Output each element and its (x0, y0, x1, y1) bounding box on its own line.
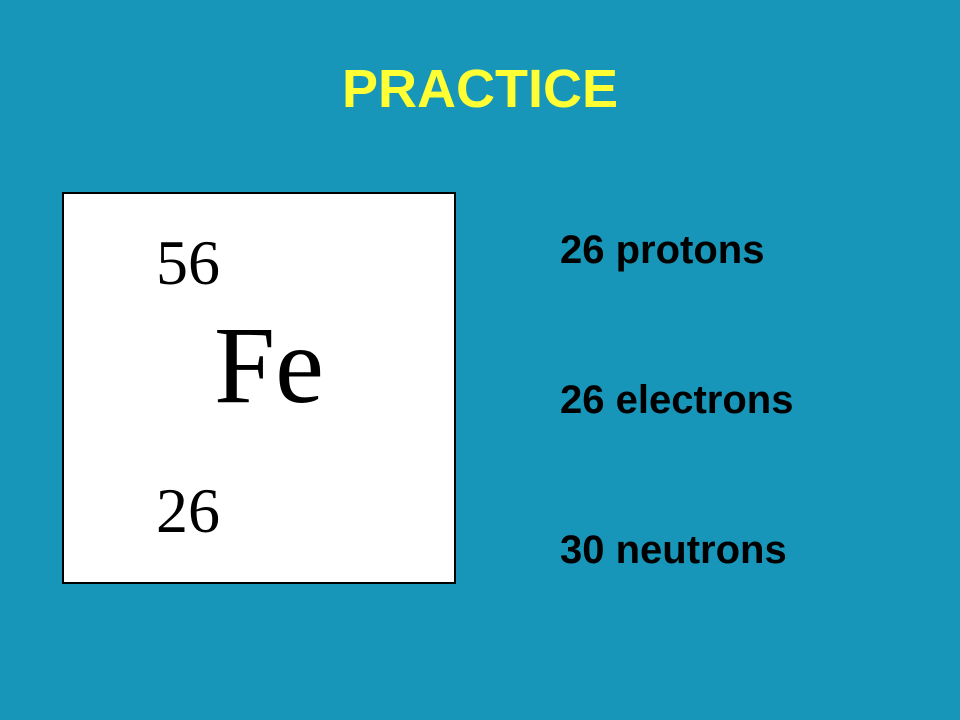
element-symbol: Fe (214, 302, 324, 429)
electrons-fact: 26 electrons (560, 378, 793, 423)
slide: PRACTICE 56 Fe 26 26 protons 26 electron… (0, 0, 960, 720)
neutrons-fact: 30 neutrons (560, 528, 787, 573)
protons-fact: 26 protons (560, 228, 764, 273)
atomic-number: 26 (156, 474, 220, 548)
mass-number: 56 (156, 226, 220, 300)
slide-title: PRACTICE (0, 58, 960, 120)
element-card: 56 Fe 26 (62, 192, 456, 584)
